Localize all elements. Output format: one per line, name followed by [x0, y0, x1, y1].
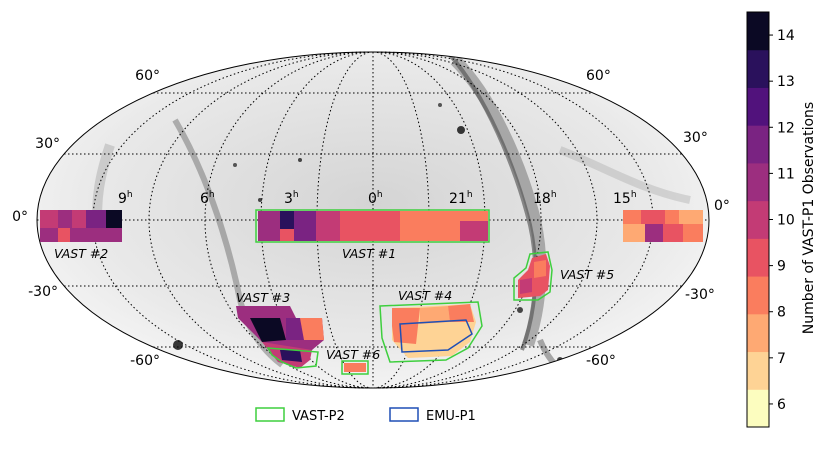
colorbar-tick-label: 8 — [777, 305, 786, 321]
colorbar: 6 7 8 9 10 11 12 13 14 — [746, 11, 795, 428]
colorbar-label: Number of VAST-P1 Observations — [801, 102, 817, 334]
lat-label-right-30: 30° — [683, 130, 708, 146]
colorbar-band — [747, 125, 769, 164]
lat-label-left-0: 0° — [12, 209, 28, 225]
colorbar-tick-label: 12 — [777, 120, 795, 136]
ra-label: 6h — [200, 190, 215, 207]
ra-labels: 9h 6h 3h 0h 21h 18h 15h — [118, 190, 637, 207]
lat-label-right-minus30: -30° — [685, 287, 715, 303]
legend: VAST-P2 EMU-P1 — [255, 407, 476, 424]
colorbar-band — [747, 49, 769, 88]
vast-6-region — [341, 360, 369, 375]
colorbar-band — [747, 276, 769, 315]
colorbar-tick-label: 10 — [777, 213, 795, 229]
meridian-gridline — [372, 51, 486, 389]
region-label-vast-5: VAST #5 — [560, 267, 614, 282]
vast-2-region-east — [623, 210, 703, 242]
colorbar-band — [747, 87, 769, 126]
vast-2-region — [40, 210, 122, 242]
legend-label-emu-p1: EMU-P1 — [426, 409, 476, 424]
meridian-gridline — [148, 51, 374, 389]
lat-label-left-minus30: -30° — [28, 284, 58, 300]
lat-label-right-60: 60° — [586, 68, 611, 84]
region-label-vast-2: VAST #2 — [54, 246, 108, 261]
region-label-vast-1: VAST #1 — [342, 246, 396, 261]
colorbar-band — [747, 351, 769, 390]
lat-labels: 60° 30° 0° -30° -60° 60° 30° 0° -30° -60… — [12, 68, 730, 369]
vast-4-region — [379, 301, 483, 363]
lat-label-left-60: 60° — [135, 68, 160, 84]
vast-1-region — [255, 209, 490, 243]
colorbar-tick-label: 13 — [777, 74, 795, 90]
vast-5-region — [513, 251, 553, 301]
legend-swatch-emu-p1 — [389, 407, 419, 422]
lat-label-right-minus60: -60° — [586, 353, 616, 369]
region-labels: VAST #1 VAST #2 VAST #3 VAST #4 VAST #5 … — [54, 246, 614, 362]
meridian-gridline — [260, 51, 374, 389]
vast-3-region — [236, 306, 324, 369]
region-label-vast-3: VAST #3 — [236, 290, 290, 305]
colorbar-band — [747, 162, 769, 202]
colorbar-tick-label: 11 — [777, 166, 795, 182]
ra-label: 21h — [449, 190, 473, 207]
colorbar-band — [747, 200, 769, 239]
colorbar-band — [747, 238, 769, 277]
lat-label-left-30: 30° — [35, 136, 60, 152]
ra-label: 3h — [284, 190, 299, 207]
ra-label: 15h — [613, 190, 637, 207]
ra-label: 9h — [118, 190, 133, 207]
colorbar-tick-label: 7 — [777, 351, 786, 367]
region-label-vast-4: VAST #4 — [398, 288, 452, 303]
meridian-gridline — [372, 51, 598, 389]
colorbar-band — [747, 12, 769, 51]
colorbar-band — [747, 389, 769, 428]
colorbar-band — [747, 313, 769, 353]
ra-label: 18h — [533, 190, 557, 207]
colorbar-tick-label: 14 — [777, 28, 795, 44]
colorbar-tick-label: 9 — [777, 259, 786, 275]
legend-label-vast-p2: VAST-P2 — [292, 409, 345, 424]
meridian-gridline — [372, 51, 430, 389]
legend-swatch-vast-p2 — [255, 407, 285, 422]
lat-label-left-minus60: -60° — [130, 353, 160, 369]
region-label-vast-6: VAST #6 — [326, 347, 380, 362]
meridian-gridline — [372, 51, 542, 389]
colorbar-tick-label: 6 — [777, 397, 786, 413]
lat-label-right-0: 0° — [714, 198, 730, 214]
ra-label: 0h — [368, 190, 383, 207]
meridian-gridline — [204, 51, 374, 389]
